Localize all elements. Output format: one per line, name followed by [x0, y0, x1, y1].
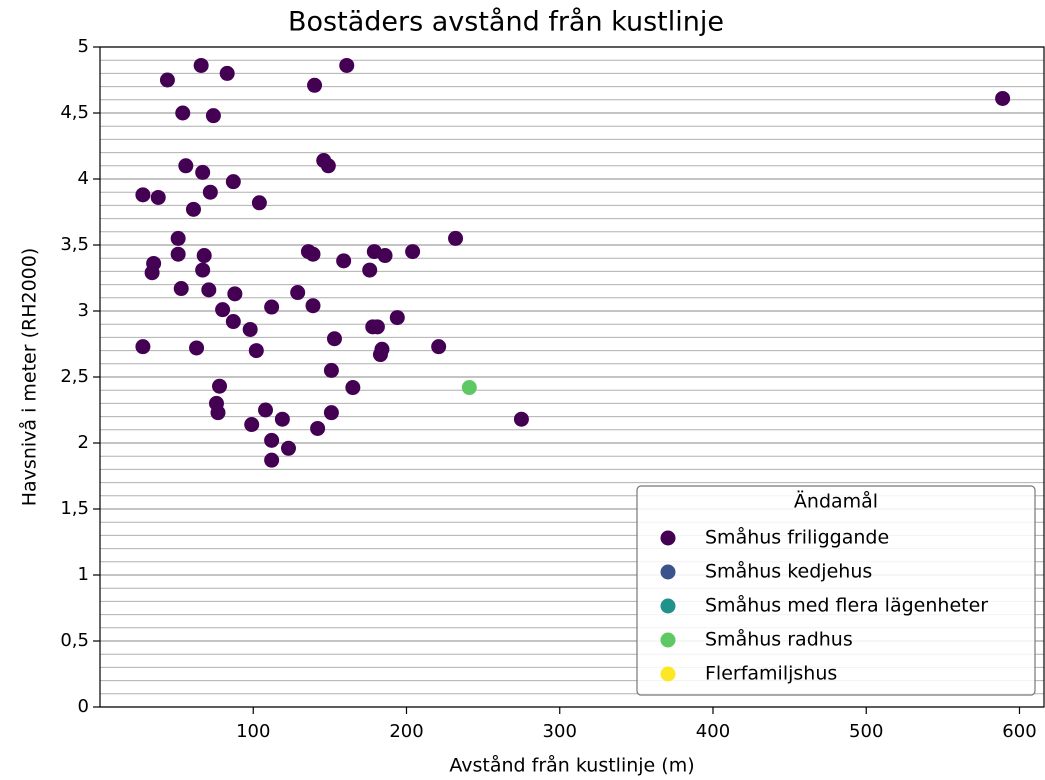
- point: [205, 108, 221, 124]
- point: [323, 405, 339, 421]
- point: [159, 72, 175, 88]
- point: [202, 184, 218, 200]
- point: [135, 339, 151, 355]
- point: [225, 314, 241, 330]
- y-axis-label: Havsnivå i meter (RH2000): [18, 248, 41, 507]
- point: [258, 402, 274, 418]
- x-tick-label: 200: [389, 721, 423, 742]
- point: [305, 246, 321, 262]
- x-tick-label: 400: [696, 721, 730, 742]
- point: [170, 230, 186, 246]
- point: [170, 246, 186, 262]
- point: [274, 411, 290, 427]
- point: [195, 262, 211, 278]
- point: [227, 286, 243, 302]
- y-tick-label: 1: [78, 564, 89, 585]
- point: [372, 347, 388, 363]
- legend-label: Flerfamiljshus: [705, 663, 837, 685]
- point: [377, 248, 393, 264]
- point: [178, 158, 194, 174]
- point: [193, 57, 209, 73]
- point: [405, 244, 421, 260]
- point: [995, 90, 1011, 106]
- point: [264, 299, 280, 315]
- x-tick-label: 100: [236, 721, 270, 742]
- point: [135, 187, 151, 203]
- y-tick-label: 3: [78, 300, 89, 321]
- legend-swatch: [660, 632, 676, 648]
- y-tick-label: 0: [78, 696, 89, 717]
- point: [242, 321, 258, 337]
- point: [345, 380, 361, 396]
- point: [305, 298, 321, 314]
- point: [185, 201, 201, 217]
- legend-title: Ändamål: [794, 490, 878, 513]
- point: [215, 302, 231, 318]
- point: [248, 343, 264, 359]
- point: [320, 158, 336, 174]
- point: [196, 248, 212, 264]
- x-tick-label: 500: [849, 721, 883, 742]
- point: [225, 174, 241, 190]
- point: [461, 380, 477, 396]
- y-tick-label: 3,5: [60, 234, 89, 255]
- y-tick-label: 1,5: [60, 498, 89, 519]
- point: [189, 340, 205, 356]
- point: [264, 452, 280, 468]
- y-tick-label: 4,5: [60, 102, 89, 123]
- y-tick-label: 0,5: [60, 630, 89, 651]
- point: [150, 189, 166, 205]
- point: [362, 262, 378, 278]
- legend-swatch: [660, 564, 676, 580]
- point: [389, 310, 405, 326]
- point: [307, 77, 323, 93]
- point: [219, 65, 235, 81]
- legend-swatch: [660, 598, 676, 614]
- point: [336, 253, 352, 269]
- point: [244, 417, 260, 433]
- y-tick-label: 2,5: [60, 366, 89, 387]
- legend-swatch: [660, 666, 676, 682]
- point: [323, 362, 339, 378]
- x-tick-label: 300: [543, 721, 577, 742]
- legend-swatch: [660, 530, 676, 546]
- y-tick-label: 2: [78, 432, 89, 453]
- legend-label: Småhus radhus: [705, 628, 853, 651]
- point: [264, 432, 280, 448]
- point: [290, 285, 306, 301]
- point: [339, 57, 355, 73]
- point: [212, 378, 228, 394]
- point: [251, 195, 267, 211]
- point: [210, 405, 226, 421]
- chart-title: Bostäders avstånd från kustlinje: [288, 7, 724, 38]
- point: [310, 420, 326, 436]
- legend-box: [636, 485, 1036, 696]
- x-axis-label: Avstånd från kustlinje (m): [449, 754, 694, 777]
- point: [326, 331, 342, 347]
- plot-frame: [99, 46, 1045, 708]
- point: [369, 319, 385, 335]
- point: [280, 440, 296, 456]
- point: [195, 164, 211, 180]
- point: [144, 265, 160, 281]
- point: [173, 281, 189, 297]
- y-tick-label: 4: [78, 168, 89, 189]
- point: [175, 105, 191, 121]
- x-tick-label: 600: [1002, 721, 1036, 742]
- point: [513, 411, 529, 427]
- point: [201, 282, 217, 298]
- point: [431, 339, 447, 355]
- legend-label: Småhus med flera lägenheter: [705, 594, 988, 617]
- legend-label: Småhus friliggande: [705, 526, 889, 549]
- legend-label: Småhus kedjehus: [705, 560, 872, 583]
- y-tick-label: 5: [78, 36, 89, 57]
- point: [448, 230, 464, 246]
